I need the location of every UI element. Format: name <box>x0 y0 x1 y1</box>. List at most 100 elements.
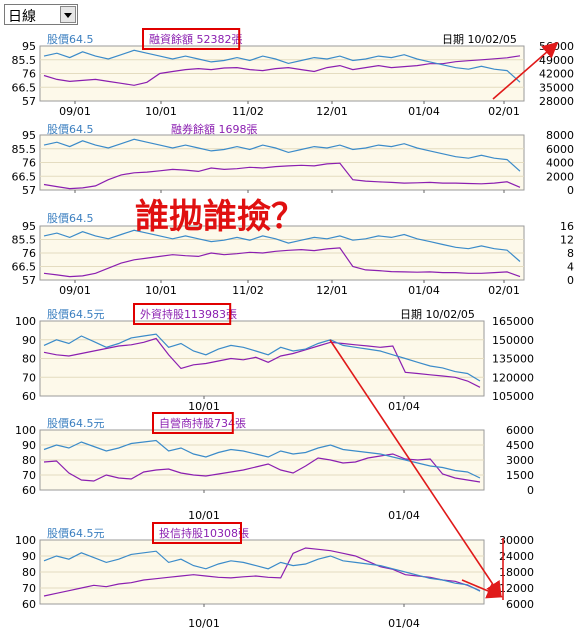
right-tick-label: 4 <box>567 261 574 274</box>
right-tick-label: 56000 <box>539 40 574 53</box>
trust-arrow <box>461 579 503 599</box>
left-tick-label: 66.5 <box>12 81 37 94</box>
left-tick-label: 90 <box>22 439 36 452</box>
indicator-label: 融資餘額 52382張 <box>149 32 243 46</box>
indicator-label: 投信持股10308張 <box>159 526 249 540</box>
x-tick-label: 01/04 <box>408 105 440 118</box>
x-tick-label: 09/01 <box>59 284 91 297</box>
left-tick-label: 70 <box>22 469 36 482</box>
right-tick-label: 120000 <box>492 371 534 384</box>
right-tick-label: 105000 <box>492 390 534 403</box>
right-tick-label: 24000 <box>499 550 534 563</box>
right-tick-label: 16 <box>560 220 574 233</box>
right-tick-label: 1500 <box>506 469 534 482</box>
x-tick-label: 01/04 <box>388 617 420 630</box>
x-tick-label: 10/01 <box>188 617 220 630</box>
price-series-line <box>43 138 521 172</box>
right-tick-label: 12 <box>560 234 574 247</box>
foreign-to-trust-arrow <box>329 339 502 598</box>
left-tick-label: 76 <box>22 68 36 81</box>
right-tick-label: 42000 <box>539 68 574 81</box>
left-tick-label: 80 <box>22 353 36 366</box>
left-tick-label: 57 <box>22 184 36 197</box>
right-tick-label: 4500 <box>506 439 534 452</box>
left-tick-label: 80 <box>22 566 36 579</box>
right-tick-label: 18000 <box>499 566 534 579</box>
chart-panel-6: 100 90 80 70 60 30000 24000 18000 12000 6000 10/01… <box>15 522 534 630</box>
left-tick-label: 70 <box>22 371 36 384</box>
chevron-down-icon[interactable] <box>60 6 76 23</box>
right-tick-label: 30000 <box>499 534 534 547</box>
left-tick-label: 100 <box>15 315 36 328</box>
price-label: 股價64.5元 <box>47 526 105 540</box>
x-tick-label: 12/01 <box>316 284 348 297</box>
date-label: 日期 10/02/05 <box>442 33 517 46</box>
right-tick-label: 0 <box>527 484 534 497</box>
indicator-highlight-box <box>142 28 241 50</box>
right-tick-label: 150000 <box>492 334 534 347</box>
indicator-series-line <box>43 162 521 190</box>
right-tick-label: 0 <box>567 274 574 287</box>
right-tick-label: 8 <box>567 247 574 260</box>
indicator-highlight-box <box>152 412 234 434</box>
x-tick-label: 11/02 <box>232 284 264 297</box>
left-tick-label: 85.5 <box>12 143 37 156</box>
price-series-line <box>43 49 521 83</box>
left-tick-label: 76 <box>22 157 36 170</box>
x-tick-label: 01/04 <box>388 509 420 522</box>
right-tick-label: 6000 <box>546 143 574 156</box>
left-tick-label: 90 <box>22 334 36 347</box>
indicator-label: 外資持股113983張 <box>140 307 237 321</box>
left-tick-label: 100 <box>15 534 36 547</box>
price-label: 股價64.5 <box>47 32 94 46</box>
period-selector[interactable]: 日線 <box>4 4 78 25</box>
handwritten-annotation: 誰拋誰撿？ <box>135 197 305 237</box>
x-tick-label: 02/01 <box>488 284 520 297</box>
left-tick-label: 100 <box>15 424 36 437</box>
x-tick-label: 10/01 <box>188 509 220 522</box>
left-tick-label: 95 <box>22 129 36 142</box>
right-tick-label: 135000 <box>492 353 534 366</box>
date-label: 日期 10/02/05 <box>400 308 475 321</box>
left-tick-label: 95 <box>22 40 36 53</box>
x-tick-label: 02/01 <box>488 105 520 118</box>
price-label: 股價64.5元 <box>47 416 105 430</box>
x-tick-label: 12/01 <box>316 105 348 118</box>
left-tick-label: 57 <box>22 274 36 287</box>
left-tick-label: 60 <box>22 598 36 611</box>
price-series-line <box>43 439 481 479</box>
left-tick-label: 85.5 <box>12 54 37 67</box>
indicator-label: 融券餘額 1698張 <box>171 122 258 136</box>
right-tick-label: 8000 <box>546 129 574 142</box>
left-tick-label: 85.5 <box>12 234 37 247</box>
right-tick-label: 12000 <box>499 582 534 595</box>
left-tick-label: 60 <box>22 484 36 497</box>
indicator-series-line <box>43 247 521 278</box>
price-label: 股價64.5 <box>47 122 94 136</box>
x-tick-label: 11/02 <box>232 105 264 118</box>
left-tick-label: 66.5 <box>12 261 37 274</box>
x-tick-label: 10/01 <box>188 400 220 413</box>
right-tick-label: 0 <box>567 184 574 197</box>
price-series-line <box>43 229 521 262</box>
right-tick-label: 165000 <box>492 315 534 328</box>
left-tick-label: 70 <box>22 582 36 595</box>
rising-arrow <box>492 41 559 100</box>
left-tick-label: 80 <box>22 454 36 467</box>
x-tick-label: 01/04 <box>408 284 440 297</box>
period-selector-value: 日線 <box>8 9 36 25</box>
price-label: 股價64.5元 <box>47 307 105 321</box>
left-tick-label: 57 <box>22 95 36 108</box>
indicator-label: 自營商持股734張 <box>159 416 246 430</box>
x-tick-label: 10/01 <box>145 284 177 297</box>
right-tick-label: 4000 <box>546 157 574 170</box>
left-tick-label: 66.5 <box>12 170 37 183</box>
indicator-series-line <box>43 337 481 388</box>
right-tick-label: 28000 <box>539 95 574 108</box>
right-tick-label: 6000 <box>506 598 534 611</box>
indicator-series-line <box>43 453 481 483</box>
price-series-line <box>43 550 481 592</box>
right-tick-label: 35000 <box>539 81 574 94</box>
